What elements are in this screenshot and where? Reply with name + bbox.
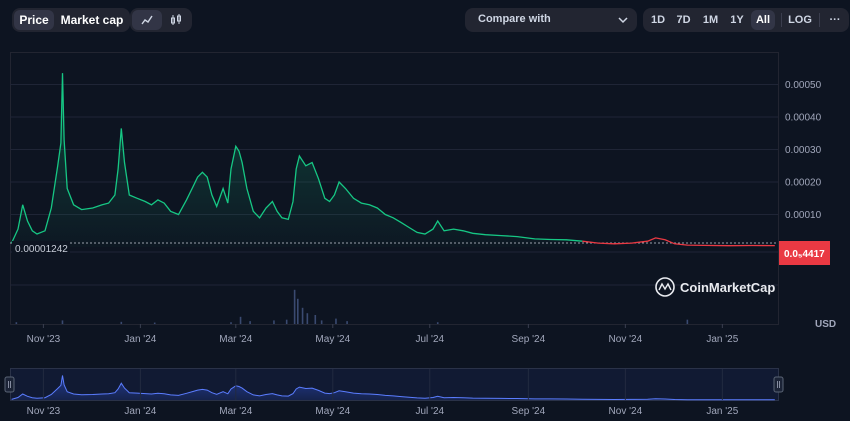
current-price-label: 0.0₅4417	[784, 249, 825, 260]
watermark-text: CoinMarketCap	[680, 280, 775, 295]
volume-bar	[61, 320, 64, 324]
volume-bar	[346, 321, 348, 324]
navigator-grid	[42, 369, 723, 400]
range-7d[interactable]: 7D	[676, 14, 691, 26]
navigator-x-tick-label: Mar '24	[219, 406, 252, 417]
line-chart-icon	[141, 15, 153, 25]
reference-label: 0.00001242	[15, 244, 68, 255]
volume-bar	[306, 313, 309, 324]
y-axis-ticks: 0.00010 0.00020 0.00030 0.00040 0.00050	[785, 80, 822, 221]
volume-bar	[230, 322, 232, 324]
y-tick-label: 0.00040	[785, 113, 822, 124]
volume-bar	[335, 318, 337, 324]
navigator-x-tick-label: Nov '24	[609, 406, 643, 417]
compare-with-label: Compare with	[478, 13, 551, 25]
x-tick-label: Sep '24	[512, 334, 546, 345]
plot-frame	[10, 52, 779, 325]
price-line-down	[582, 237, 775, 247]
volume-bar	[273, 320, 275, 324]
line-chart-button[interactable]	[132, 10, 162, 30]
currency-label: USD	[815, 319, 836, 330]
current-price-tag	[779, 241, 830, 265]
volume-bar	[297, 298, 299, 324]
price-marketcap-toggle: Price Market cap	[12, 8, 130, 32]
volume-bar	[686, 319, 689, 324]
y-tick-label: 0.00030	[785, 145, 822, 156]
volume-bar	[293, 289, 296, 324]
navigator-left-handle[interactable]	[4, 376, 15, 393]
x-axis-ticks: Nov '23 Jan '24 Mar '24 May '24 Jul '24 Sep '…	[27, 334, 739, 345]
x-tick-label: Jan '24	[124, 334, 156, 345]
x-tick-label: Mar '24	[219, 334, 252, 345]
x-tick-label: Jan '25	[706, 334, 738, 345]
navigator-x-tick-label: Jan '25	[706, 406, 738, 417]
market-cap-tab[interactable]: Market cap	[60, 13, 124, 27]
x-tick-label: Jul '24	[415, 334, 444, 345]
price-line-up	[11, 73, 583, 244]
volume-bar	[239, 316, 242, 324]
x-tick-label: Nov '24	[609, 334, 643, 345]
volume-bar	[314, 315, 317, 324]
volume-bar	[249, 321, 251, 324]
time-range-selector: 1D 7D 1M 1Y All LOG ···	[643, 8, 849, 32]
navigator-area	[11, 375, 775, 400]
navigator-right-handle[interactable]	[773, 376, 784, 393]
range-all[interactable]: All	[751, 10, 775, 30]
navigator-x-ticks: Nov '23 Jan '24 Mar '24 May '24 Jul '24 Sep '…	[27, 406, 739, 417]
price-tab[interactable]: Price	[14, 10, 54, 30]
x-tick-label: Nov '23	[27, 334, 61, 345]
chart-type-toggle	[130, 8, 192, 32]
x-tick-label: May '24	[315, 334, 350, 345]
volume-bar	[15, 322, 18, 324]
reference-label-bg	[12, 241, 70, 256]
candlestick-icon	[171, 14, 181, 25]
price-area-fill	[11, 73, 583, 247]
y-tick-label: 0.00050	[785, 80, 822, 91]
vertical-grid	[42, 324, 723, 328]
range-1y[interactable]: 1Y	[730, 14, 744, 26]
candlestick-button[interactable]	[162, 10, 190, 30]
separator	[819, 13, 820, 27]
volume-bar	[120, 321, 123, 324]
navigator-x-tick-label: Jan '24	[124, 406, 156, 417]
navigator-x-tick-label: Sep '24	[512, 406, 546, 417]
navigator-frame	[10, 368, 779, 401]
volume-bar	[436, 322, 439, 324]
navigator-line	[11, 375, 775, 401]
navigator-x-tick-label: May '24	[315, 406, 350, 417]
y-tick-label: 0.00020	[785, 178, 822, 189]
volume-bar	[285, 319, 288, 324]
separator	[781, 13, 782, 27]
chevron-down-icon	[618, 17, 628, 24]
navigator-x-tick-label: Jul '24	[415, 406, 444, 417]
volume-bar	[301, 307, 304, 324]
grid	[10, 84, 778, 286]
more-options-button[interactable]: ···	[829, 14, 841, 26]
range-1d[interactable]: 1D	[650, 14, 666, 26]
volume-bars	[15, 289, 689, 324]
log-scale-toggle[interactable]: LOG	[788, 14, 812, 26]
coinmarketcap-logo: CoinMarketCap	[655, 277, 775, 297]
navigator-x-tick-label: Nov '23	[27, 406, 61, 417]
volume-bar	[153, 322, 156, 324]
compare-with-dropdown[interactable]: Compare with	[465, 8, 637, 32]
range-1m[interactable]: 1M	[702, 14, 719, 26]
y-tick-label: 0.00010	[785, 210, 822, 221]
volume-bar	[320, 320, 323, 324]
